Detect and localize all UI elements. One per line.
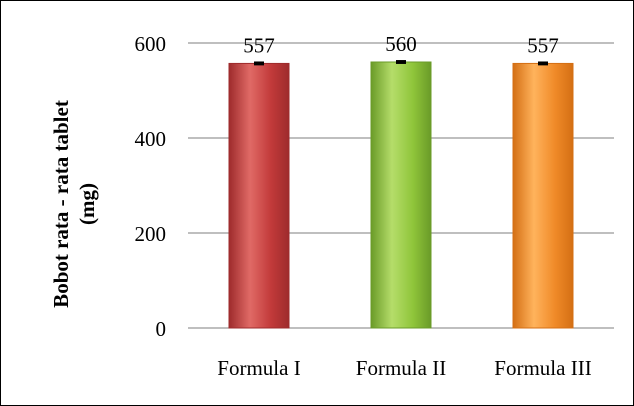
bar-2 bbox=[370, 61, 432, 329]
bar-1 bbox=[228, 62, 290, 329]
y-axis-title-line-1: Bobot rata - rata tablet bbox=[49, 100, 73, 308]
y-tick-label: 600 bbox=[135, 32, 167, 56]
bars bbox=[228, 61, 574, 329]
x-tick-label: Formula I bbox=[217, 356, 300, 380]
x-tick-label: Formula II bbox=[356, 356, 446, 380]
data-labels: 557 560 557 bbox=[243, 32, 559, 57]
y-tick-label: 400 bbox=[135, 127, 167, 151]
y-axis-title: Bobot rata - rata tablet (mg) bbox=[49, 100, 99, 308]
x-tick-label: Formula III bbox=[494, 356, 591, 380]
y-axis-title-line-2: (mg) bbox=[75, 183, 99, 225]
x-tick-labels: Formula I Formula II Formula III bbox=[217, 356, 591, 380]
y-tick-label: 200 bbox=[135, 222, 167, 246]
y-tick-label: 0 bbox=[156, 317, 167, 341]
y-tick-labels: 0 200 400 600 bbox=[135, 32, 167, 341]
data-label-3: 557 bbox=[527, 33, 559, 57]
data-label-1: 557 bbox=[243, 33, 275, 57]
data-label-2: 560 bbox=[385, 32, 417, 56]
bar-3 bbox=[512, 62, 574, 329]
error-bars bbox=[254, 60, 548, 66]
